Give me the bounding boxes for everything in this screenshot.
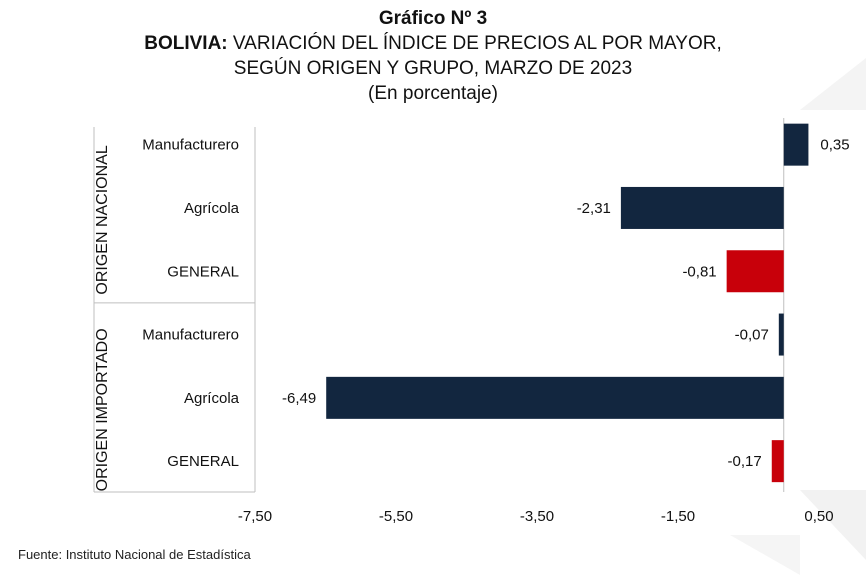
chart-title-block: Gráfico Nº 3 BOLIVIA: VARIACIÓN DEL ÍNDI… xyxy=(0,6,866,106)
chart-title: BOLIVIA: VARIACIÓN DEL ÍNDICE DE PRECIOS… xyxy=(0,31,866,56)
chart-title-country: BOLIVIA: xyxy=(144,33,228,54)
corner-triangle-bottom xyxy=(800,490,866,560)
chart-subtitle: (En porcentaje) xyxy=(368,83,498,104)
corner-triangle-bottom-2 xyxy=(730,535,800,575)
bar xyxy=(778,313,784,356)
x-tick-label: 0,50 xyxy=(804,508,833,525)
category-tick-label: GENERAL xyxy=(167,453,239,470)
data-label: 0,35 xyxy=(820,137,849,154)
category-tick-label: Manufacturero xyxy=(142,137,239,154)
bar xyxy=(771,440,784,483)
bar xyxy=(783,123,809,166)
chart-title-line-2: SEGÚN ORIGEN Y GRUPO, MARZO DE 2023 xyxy=(233,58,633,79)
x-tick-label: -1,50 xyxy=(661,508,695,525)
category-tick-label: GENERAL xyxy=(167,263,239,280)
group-label: ORIGEN IMPORTADO xyxy=(94,328,111,491)
chart-title-rest: VARIACIÓN DEL ÍNDICE DE PRECIOS AL POR M… xyxy=(227,33,722,54)
data-label: -6,49 xyxy=(282,390,316,407)
x-tick-label: -3,50 xyxy=(520,508,554,525)
chart-number: Gráfico Nº 3 xyxy=(378,8,488,29)
data-label: -2,31 xyxy=(577,200,611,217)
data-label: -0,17 xyxy=(728,453,762,470)
corner-triangle-top xyxy=(800,58,866,110)
category-tick-label: Manufacturero xyxy=(142,327,239,344)
group-label: ORIGEN NACIONAL xyxy=(94,145,111,294)
category-tick-label: Agrícola xyxy=(184,200,240,217)
bar xyxy=(326,376,784,419)
bar xyxy=(620,186,784,229)
bar xyxy=(726,250,784,293)
category-tick-label: Agrícola xyxy=(184,390,240,407)
source-note: Fuente: Instituto Nacional de Estadístic… xyxy=(18,547,251,562)
data-label: -0,81 xyxy=(682,263,716,280)
x-tick-label: -5,50 xyxy=(379,508,413,525)
x-tick-label: -7,50 xyxy=(238,508,272,525)
data-label: -0,07 xyxy=(735,327,769,344)
